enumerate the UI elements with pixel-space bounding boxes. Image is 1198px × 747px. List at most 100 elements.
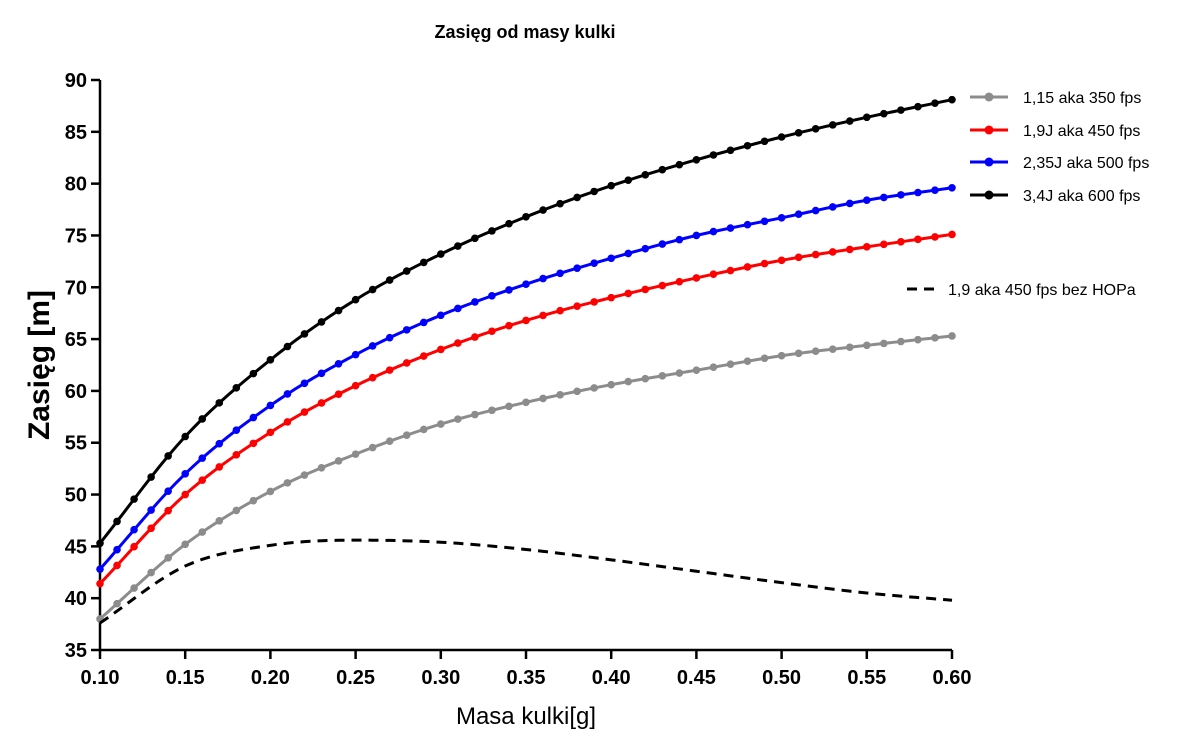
data-point <box>385 437 394 445</box>
data-point <box>760 217 769 226</box>
data-point <box>845 117 854 125</box>
data-point <box>419 258 428 267</box>
data-point <box>181 432 189 441</box>
data-point <box>914 235 922 244</box>
data-point <box>845 343 854 352</box>
data-point <box>215 399 224 407</box>
data-point <box>948 332 956 340</box>
x-ticks: 0.10 0.15 0.20 0.25 0.30 0.35 0.40 0.45 0.50 0.55… <box>81 650 971 689</box>
y-tick-label: 50 <box>65 485 87 507</box>
legend-marker <box>984 157 994 167</box>
data-point <box>198 528 207 536</box>
data-point <box>454 242 462 250</box>
data-point <box>334 457 343 465</box>
y-tick-label: 55 <box>65 433 87 455</box>
data-point <box>811 347 820 355</box>
data-point <box>368 285 377 294</box>
y-tick-label: 85 <box>65 122 87 144</box>
data-point <box>249 439 258 448</box>
data-point <box>658 372 667 380</box>
data-point <box>471 234 479 243</box>
data-point <box>198 454 207 462</box>
data-point <box>539 311 547 320</box>
data-point <box>283 390 292 398</box>
data-point <box>232 426 241 435</box>
data-point <box>794 129 803 137</box>
data-point <box>300 471 309 479</box>
data-point <box>505 286 513 294</box>
data-point <box>811 206 820 215</box>
data-point <box>96 579 104 588</box>
data-point <box>317 369 326 378</box>
data-point <box>164 487 172 495</box>
data-point <box>743 263 752 271</box>
x-tick-label: 0.45 <box>677 667 716 689</box>
x-tick-label: 0.25 <box>336 667 375 689</box>
data-point <box>658 240 667 248</box>
data-point <box>232 451 241 459</box>
data-point <box>641 374 650 383</box>
data-point <box>880 193 888 202</box>
data-point <box>249 369 258 378</box>
data-point <box>437 250 445 258</box>
y-tick-label: 80 <box>65 174 87 196</box>
data-point <box>385 333 394 342</box>
data-point <box>675 160 684 169</box>
chart-title: Zasięg od masy kulki <box>434 22 615 42</box>
data-point <box>931 233 939 241</box>
data-point <box>675 277 684 286</box>
data-point <box>607 380 615 389</box>
data-point <box>300 408 309 416</box>
data-point <box>522 280 530 288</box>
data-point <box>897 337 905 346</box>
data-point <box>402 267 411 275</box>
y-tick-label: 60 <box>65 381 87 403</box>
data-point <box>130 542 138 551</box>
data-point <box>334 390 343 398</box>
x-tick-label: 0.50 <box>762 667 801 689</box>
y-tick-label: 35 <box>65 640 87 662</box>
data-point <box>147 473 155 481</box>
data-point <box>675 369 684 377</box>
data-point <box>863 243 871 251</box>
data-point <box>897 191 905 199</box>
data-point <box>811 250 820 259</box>
data-point <box>471 410 479 419</box>
data-point <box>675 235 684 244</box>
data-point <box>471 298 479 306</box>
data-point <box>522 398 530 407</box>
data-point <box>130 584 138 592</box>
data-point <box>334 306 343 315</box>
data-point <box>863 196 871 205</box>
data-point <box>215 439 224 448</box>
data-point <box>709 363 718 372</box>
data-point <box>385 366 394 374</box>
y-tick-label: 75 <box>65 225 87 247</box>
data-point <box>283 418 292 426</box>
data-point <box>658 165 667 174</box>
data-point <box>488 227 496 235</box>
data-point <box>113 599 121 608</box>
data-point <box>249 413 258 422</box>
data-point <box>96 565 104 573</box>
data-point <box>522 316 530 325</box>
data-point <box>539 274 547 283</box>
data-point <box>794 210 803 219</box>
data-point <box>743 141 752 150</box>
data-point <box>845 199 854 208</box>
series-line <box>98 186 953 571</box>
data-point <box>454 304 462 313</box>
data-point <box>556 306 564 315</box>
data-point <box>351 381 360 390</box>
data-point <box>147 524 155 533</box>
data-point <box>590 384 598 392</box>
data-point <box>181 540 189 549</box>
data-point <box>164 506 172 515</box>
data-point <box>777 133 786 141</box>
data-point <box>164 452 172 460</box>
data-point <box>368 373 377 382</box>
series-line <box>99 538 953 625</box>
data-point <box>130 525 138 534</box>
data-point <box>454 339 462 347</box>
